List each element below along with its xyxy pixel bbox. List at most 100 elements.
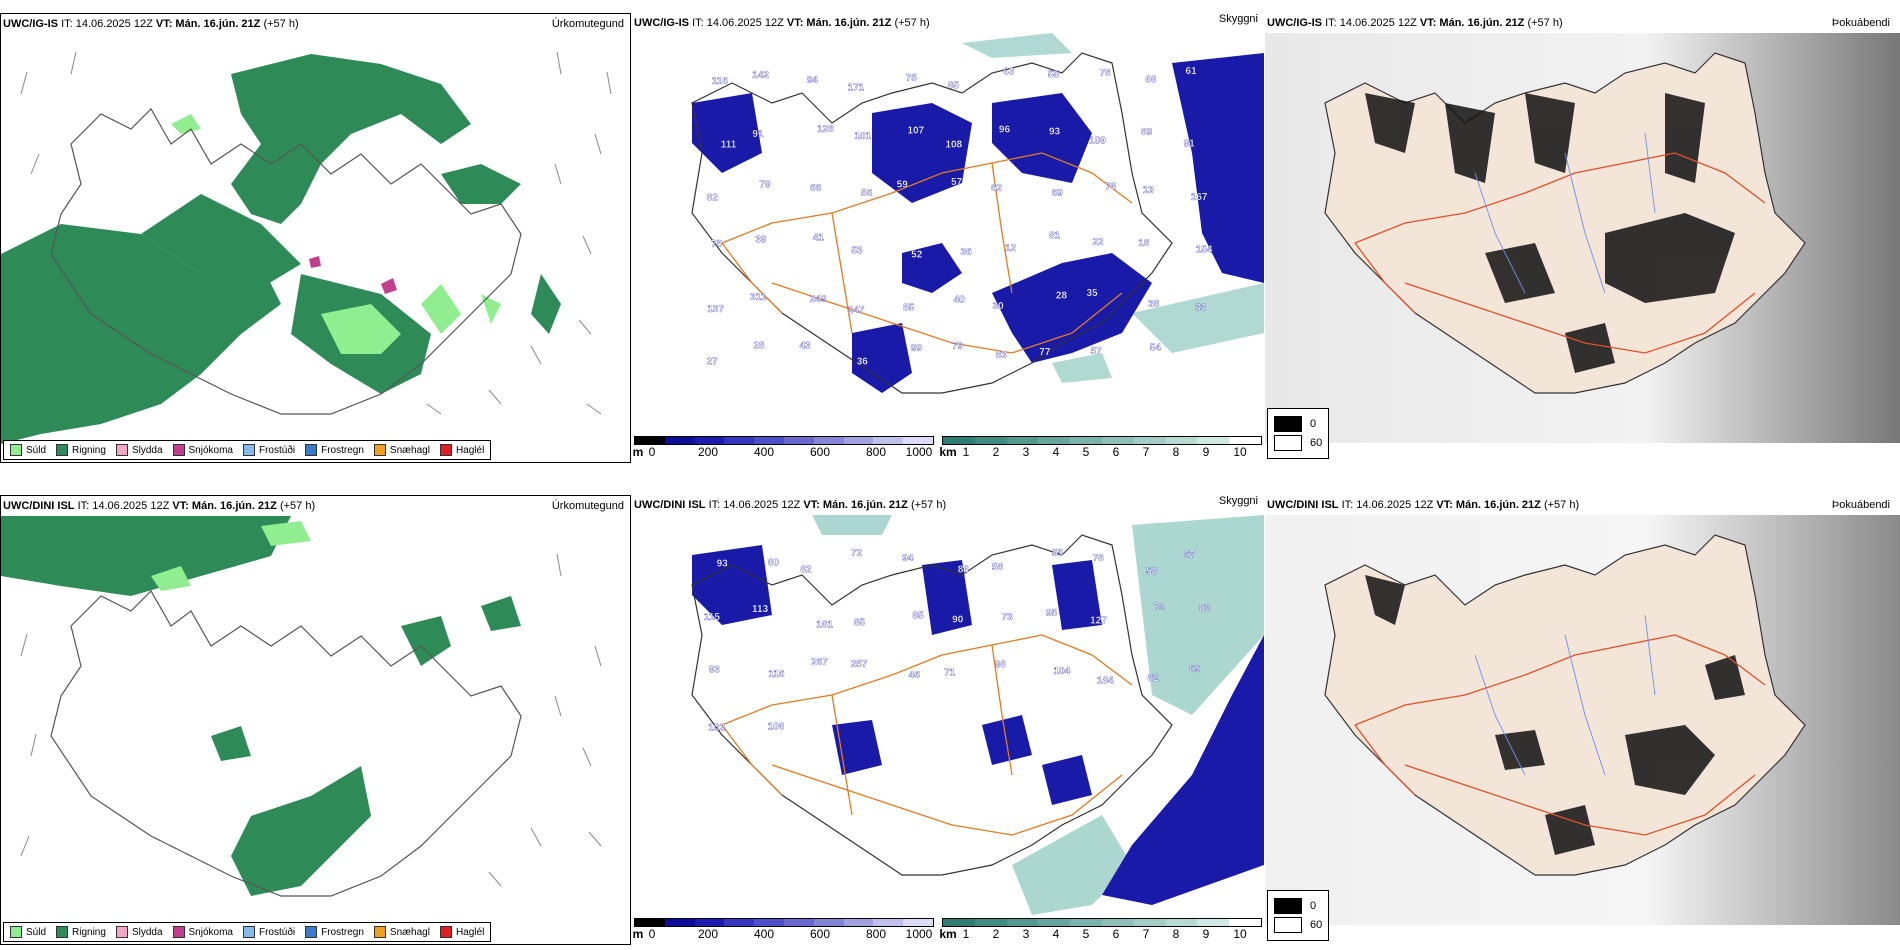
run-time: IT: 14.06.2025 12Z <box>708 499 801 511</box>
road-network <box>1354 634 1766 836</box>
scale-tick: 0 <box>648 927 656 941</box>
model-name: UWC/IG-IS <box>3 18 58 30</box>
panel-header: UWC/DINI ISL IT: 14.06.2025 12Z VT: Mán.… <box>3 500 315 512</box>
low-visibility-area <box>962 33 1264 383</box>
precip-legend: Súld Rigning Slydda Snjókoma Frostúði Fr… <box>3 440 492 460</box>
fog-swatch <box>1274 898 1302 914</box>
cloud-base-label: 267 <box>811 657 828 668</box>
cloud-base-label: 85 <box>912 610 924 621</box>
scale-tick: 200 <box>697 445 719 459</box>
scale-ticks: m 0 200 400 600 800 1000 <box>632 927 934 941</box>
scale-bar <box>942 436 1262 445</box>
road-network <box>1354 152 1766 354</box>
scale-tick: 5 <box>1082 927 1090 941</box>
cloud-base-label: 116 <box>712 76 729 87</box>
scale-tick: 7 <box>1142 927 1150 941</box>
cloud-base-label: 53 <box>851 245 863 256</box>
low-visibility-area <box>812 515 1264 915</box>
legend-label: Súld <box>26 444 47 456</box>
road-network <box>721 634 1133 836</box>
low-cloud-area <box>692 53 1264 393</box>
cloud-base-labels: 116 142 94 171 75 85 63 55 78 68 61 111 91 128 101 107 1… <box>706 66 1213 368</box>
scale-bar <box>634 436 934 445</box>
scale-tick: 8 <box>1172 445 1180 459</box>
scale-ticks: km 1 2 3 4 5 6 7 8 9 10 <box>939 445 1262 459</box>
cloud-base-label: 311 <box>750 292 767 303</box>
scale-tick: 800 <box>865 445 887 459</box>
iceland-outline <box>50 590 522 897</box>
cloud-base-label: 59 <box>897 179 909 190</box>
lead-time: (+57 h) <box>279 500 316 512</box>
legend-item: Slydda <box>115 444 163 456</box>
scale-unit: m <box>632 927 644 941</box>
scale-tick: 600 <box>809 927 831 941</box>
cloud-base-label: 184 <box>1097 675 1114 686</box>
cloud-base-label: 115 <box>704 612 721 623</box>
legend-swatch <box>10 444 22 456</box>
panel-header: UWC/DINI ISL IT: 14.06.2025 12Z VT: Mán.… <box>634 499 946 511</box>
legend-item: Snjókoma <box>172 444 233 456</box>
model-name: UWC/IG-IS <box>634 17 689 29</box>
cloud-base-label: 167 <box>1191 192 1208 203</box>
legend-swatch <box>172 444 185 456</box>
legend-item: Rigning <box>56 444 106 456</box>
scale-tick: 8 <box>1172 927 1180 941</box>
cloud-base-label: 76 <box>1105 181 1117 192</box>
scale-tick: 9 <box>1202 445 1210 459</box>
fog-low-label: 0 <box>1310 418 1317 430</box>
iceland-outline <box>50 108 522 415</box>
cloud-base-label: 96 <box>999 125 1011 136</box>
legend-swatch <box>439 444 452 456</box>
legend-label: Rigning <box>72 926 106 938</box>
cloud-base-label: 54 <box>1150 343 1162 354</box>
scale-bar <box>942 918 1262 927</box>
cloud-base-label: 58 <box>1146 566 1158 577</box>
cloud-base-label: 91 <box>1184 139 1196 150</box>
fog-legend-row: 0 <box>1274 416 1322 432</box>
legend-swatch <box>56 926 69 938</box>
cloud-base-label: 75 <box>711 239 723 250</box>
lead-time: (+57 h) <box>894 17 930 29</box>
cloud-base-label: 69 <box>1052 188 1064 199</box>
legend-item: Frostregn <box>305 926 364 938</box>
cloud-base-label: 94 <box>902 553 914 564</box>
run-time: IT: 14.06.2025 12Z <box>1341 499 1434 511</box>
cloud-base-label: 127 <box>1090 615 1107 626</box>
scale-tick: 6 <box>1112 445 1120 459</box>
scale-ticks: m 0 200 400 600 800 1000 <box>633 445 934 459</box>
cloud-base-label: 57 <box>951 177 963 188</box>
cloud-base-scale: m 0 200 400 600 800 1000 <box>632 918 934 941</box>
valid-time: VT: Mán. 16.jún. 21Z <box>1436 499 1541 511</box>
fog-areas <box>1365 93 1735 373</box>
cloud-base-label: 60 <box>768 558 780 569</box>
cloud-base-label: 79 <box>952 341 964 352</box>
legend-swatch <box>10 926 22 938</box>
cloud-base-label: 43 <box>800 340 812 351</box>
panel-header: UWC/IG-IS IT: 14.06.2025 12Z VT: Mán. 16… <box>1267 17 1563 29</box>
cloud-base-label: 91 <box>752 129 764 140</box>
cloud-base-label: 55 <box>1048 70 1060 81</box>
field-name: Úrkomutegund <box>551 18 624 30</box>
run-time: IT: 14.06.2025 12Z <box>692 17 784 29</box>
cloud-base-label: 63 <box>1003 67 1015 78</box>
rivers <box>1474 614 1656 776</box>
legend-label: Frostregn <box>321 444 364 456</box>
cloud-base-label: 52 <box>911 249 923 260</box>
scale-tick: 10 <box>1233 927 1247 941</box>
cloud-base-label: 102 <box>708 722 725 733</box>
legend-swatch <box>115 444 128 456</box>
cloud-base-label: 28 <box>753 341 765 352</box>
fog-map <box>1265 515 1900 925</box>
iceland-outline <box>691 534 1173 876</box>
cloud-base-label: 171 <box>848 83 865 94</box>
scale-tick: 400 <box>753 445 775 459</box>
legend-swatch <box>373 926 386 938</box>
fog-legend-row: 0 <box>1274 898 1322 914</box>
lead-time: (+57 h) <box>263 18 299 30</box>
cloud-base-label: 13 <box>1143 185 1155 196</box>
cloud-base-label: 77 <box>1039 347 1051 358</box>
rivers <box>1474 132 1656 294</box>
legend-label: Frostúði <box>258 444 296 456</box>
low-cloud-area <box>692 545 1264 905</box>
road-network <box>721 152 1133 354</box>
